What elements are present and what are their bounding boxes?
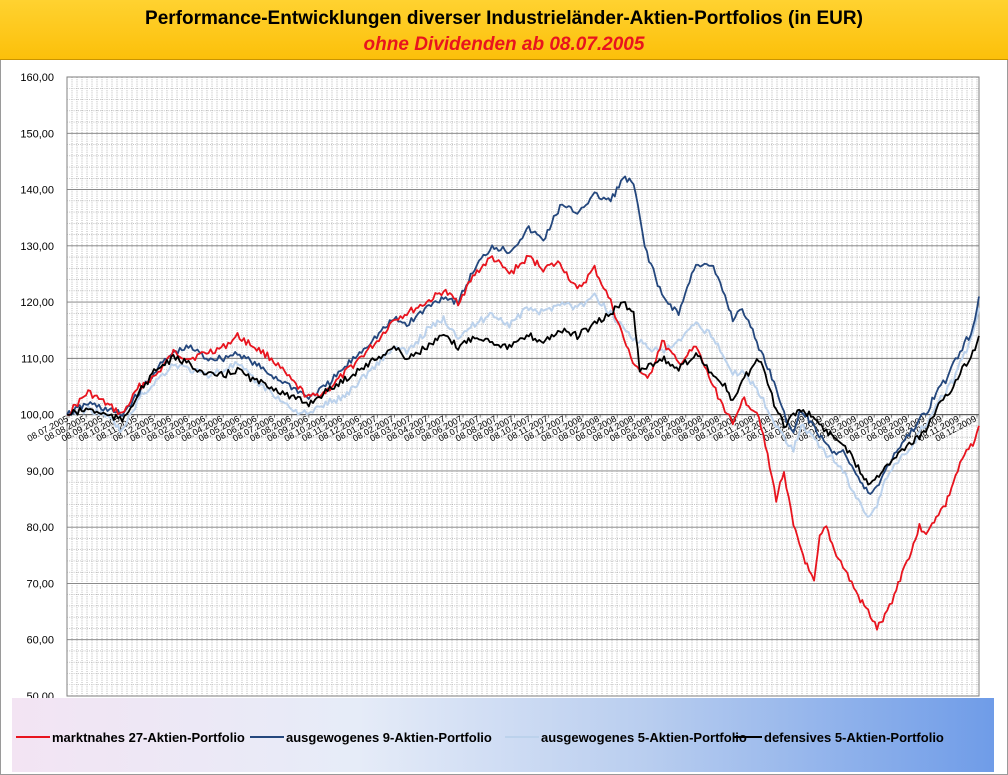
y-tick-label: 110,00 <box>21 353 54 365</box>
legend-item-ausgewogenes-9: ausgewogenes 9-Aktien-Portfolio <box>250 729 492 745</box>
y-tick-label: 160,00 <box>20 72 54 84</box>
plot-area <box>66 76 980 697</box>
line-chart: 50,0060,0070,0080,0090,00100,00110,00120… <box>20 72 980 703</box>
legend-swatch-black <box>734 736 762 738</box>
y-tick-label: 60,00 <box>26 635 54 647</box>
series-line-ausgewogenes-9 <box>66 175 980 495</box>
legend-item-marktnahes-27: marktnahes 27-Aktien-Portfolio <box>16 729 245 745</box>
legend-label: defensives 5-Aktien-Portfolio <box>764 729 944 745</box>
y-tick-label: 140,00 <box>20 185 54 197</box>
y-tick-label: 120,00 <box>20 297 54 309</box>
series-line-defensives-5 <box>66 301 980 486</box>
legend-item-defensives-5: defensives 5-Aktien-Portfolio <box>734 729 944 745</box>
y-tick-label: 90,00 <box>26 466 54 478</box>
legend-label: ausgewogenes 9-Aktien-Portfolio <box>286 729 492 745</box>
legend-label: marktnahes 27-Aktien-Portfolio <box>52 729 245 745</box>
legend-swatch-lightblue <box>505 736 539 738</box>
y-tick-label: 100,00 <box>20 410 54 422</box>
legend-swatch-darkblue <box>250 736 284 738</box>
chart-header: Performance-Entwicklungen diverser Indus… <box>0 0 1008 60</box>
chart-subtitle: ohne Dividenden ab 08.07.2005 <box>363 34 645 55</box>
y-tick-label: 70,00 <box>26 578 54 590</box>
y-tick-label: 80,00 <box>26 522 54 534</box>
y-tick-label: 130,00 <box>20 241 54 253</box>
chart-title: Performance-Entwicklungen diverser Indus… <box>145 8 863 29</box>
plot-frame: 50,00 60,00 70,00 80,00 90,00 100,00 110,00 120… <box>0 60 1008 775</box>
legend-item-ausgewogenes-5: ausgewogenes 5-Aktien-Portfolio <box>505 729 747 745</box>
legend-label: ausgewogenes 5-Aktien-Portfolio <box>541 729 747 745</box>
legend-swatch-red <box>16 736 50 738</box>
y-tick-label: 150,00 <box>20 128 54 140</box>
series-line-ausgewogenes-5 <box>66 292 980 518</box>
series-line-marktnahes-27 <box>66 254 980 631</box>
chart-legend: marktnahes 27-Aktien-Portfolio ausgewoge… <box>12 698 994 772</box>
